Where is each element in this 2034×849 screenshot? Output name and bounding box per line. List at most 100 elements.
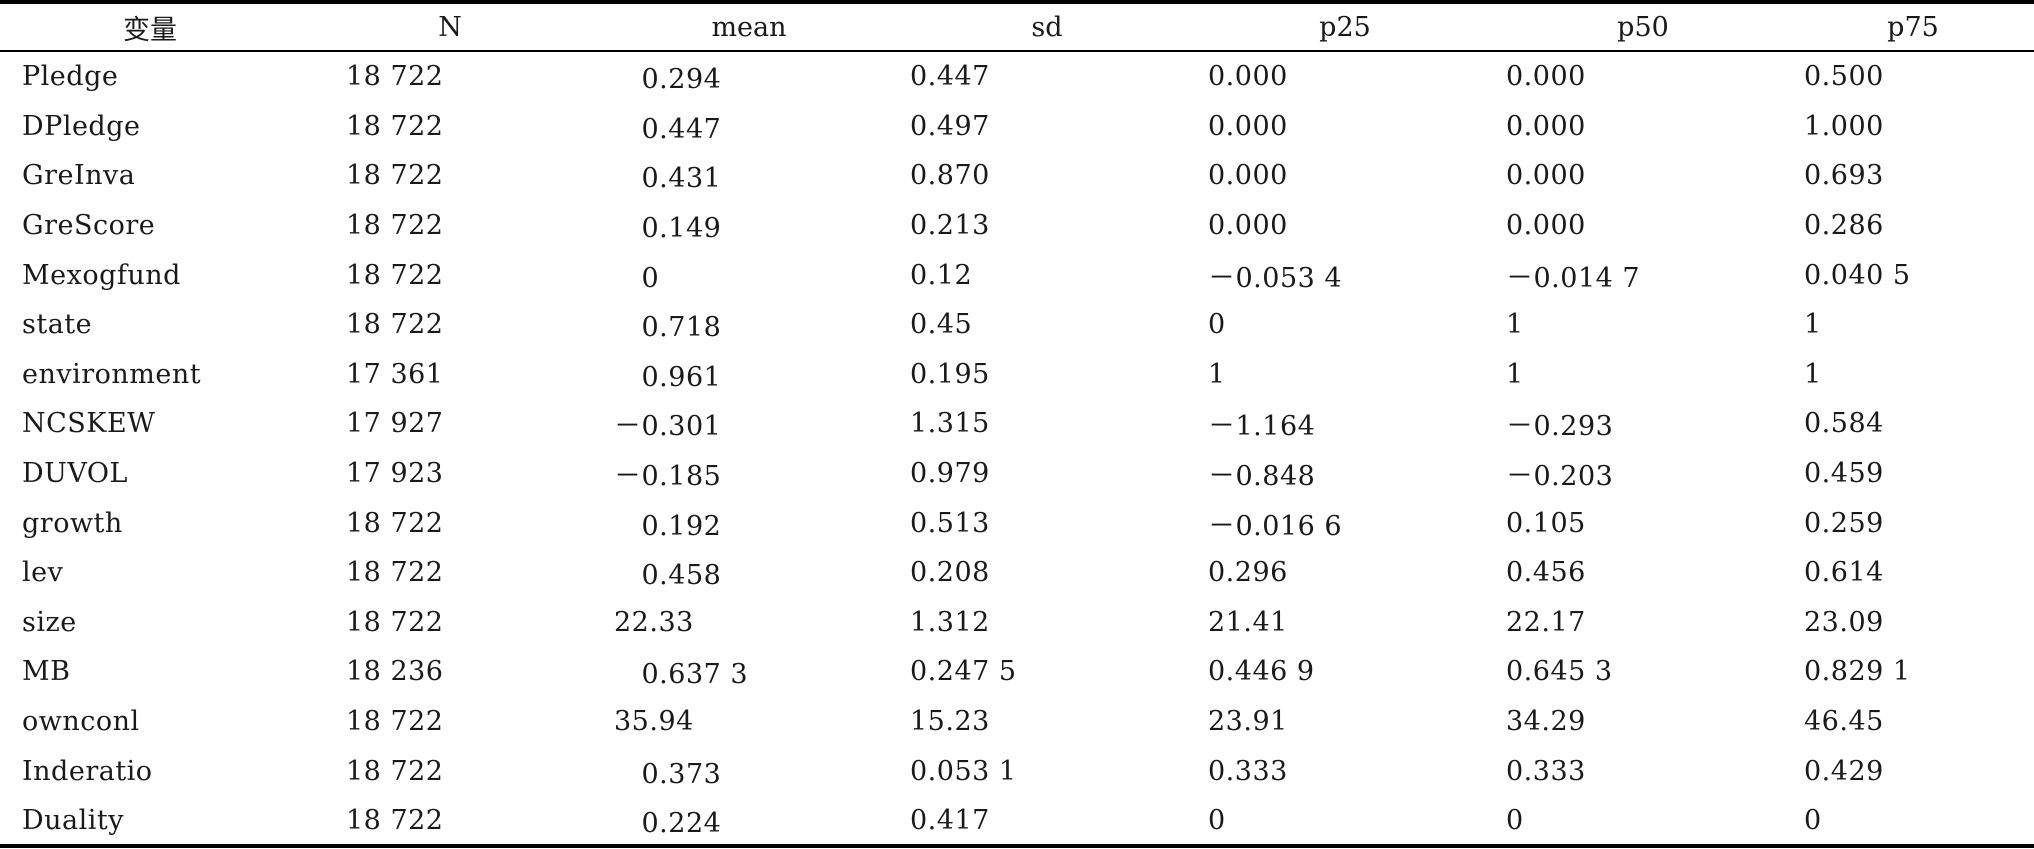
p25-value: －0.848 xyxy=(1208,461,1316,493)
variable-name: growth xyxy=(22,507,123,539)
table-row: Duality 18 722 0.224 0.417 0 0 0 xyxy=(0,796,2034,846)
p25-value: 23.91 xyxy=(1208,706,1288,738)
table-row: GreInva 18 722 0.431 0.870 0.000 0.000 0.693 xyxy=(0,151,2034,201)
p25-value: 0.446 9 xyxy=(1208,656,1315,688)
n-value: 17 923 xyxy=(346,458,444,490)
p25-value: 0.296 xyxy=(1208,557,1288,589)
variable-name: size xyxy=(22,606,77,638)
n-value: 18 722 xyxy=(346,755,444,787)
p75-value: 0.459 xyxy=(1804,458,1884,490)
mean-value: 35.94 xyxy=(614,706,694,738)
sd-value: 0.45 xyxy=(910,309,973,341)
p25-value: 0.000 xyxy=(1208,61,1288,93)
p50-value: 1 xyxy=(1506,358,1524,390)
sd-value: 0.195 xyxy=(910,358,990,390)
p25-value: 0 xyxy=(1208,309,1226,341)
p50-value: 1 xyxy=(1506,309,1524,341)
variable-name: ownconl xyxy=(22,706,140,738)
variable-name: Pledge xyxy=(22,61,119,93)
variable-name: DUVOL xyxy=(22,458,128,490)
p25-value: －0.053 4 xyxy=(1208,262,1343,294)
table-row: ownconl 18 722 35.94 15.23 23.91 34.29 46.45 xyxy=(0,697,2034,747)
header-p75: p75 xyxy=(1887,11,1939,43)
n-value: 18 722 xyxy=(346,309,444,341)
header-variable: 变量 xyxy=(123,14,177,46)
table-row: state 18 722 0.718 0.45 0 1 1 xyxy=(0,300,2034,350)
sd-value: 0.979 xyxy=(910,458,990,490)
p75-value: 0.040 5 xyxy=(1804,259,1911,291)
p50-value: 0.645 3 xyxy=(1506,656,1613,688)
table-row: Pledge 18 722 0.294 0.447 0.000 0.000 0.500 xyxy=(0,50,2034,102)
p75-value: 0.500 xyxy=(1804,61,1884,93)
p25-value: 1 xyxy=(1208,358,1226,390)
mean-value: －0.301 xyxy=(614,411,722,443)
p75-value: 1.000 xyxy=(1804,110,1884,142)
p25-value: 0.000 xyxy=(1208,210,1288,242)
variable-name: GreScore xyxy=(22,210,156,242)
table-row: DPledge 18 722 0.447 0.497 0.000 0.000 1.000 xyxy=(0,102,2034,152)
table-row: NCSKEW 17 927 －0.301 1.315 －1.164 －0.293 0.584 xyxy=(0,399,2034,449)
n-value: 17 361 xyxy=(346,358,444,390)
n-value: 18 722 xyxy=(346,160,444,192)
mean-value: 0.447 xyxy=(614,113,722,145)
table-row: environment 17 361 0.961 0.195 1 1 1 xyxy=(0,350,2034,400)
variable-name: environment xyxy=(22,358,202,390)
mean-value: 0.637 3 xyxy=(614,659,749,691)
n-value: 18 722 xyxy=(346,210,444,242)
variable-name: state xyxy=(22,309,93,341)
sd-value: 0.208 xyxy=(910,557,990,589)
header-mean: mean xyxy=(711,11,787,43)
mean-value: －0.185 xyxy=(614,461,722,493)
variable-name: Mexogfund xyxy=(22,259,181,291)
p50-value: 0.333 xyxy=(1506,755,1586,787)
table-row: MB 18 236 0.637 3 0.247 5 0.446 9 0.645 3 0.8… xyxy=(0,647,2034,697)
table-row: Mexogfund 18 722 0 0.12 －0.053 4 －0.014 7 0.0… xyxy=(0,250,2034,300)
p75-value: 0.693 xyxy=(1804,160,1884,192)
table-row: lev 18 722 0.458 0.208 0.296 0.456 0.614 xyxy=(0,548,2034,598)
table-row: growth 18 722 0.192 0.513 －0.016 6 0.105 0.25… xyxy=(0,498,2034,548)
p50-value: 0.456 xyxy=(1506,557,1586,589)
table-row: Inderatio 18 722 0.373 0.053 1 0.333 0.333 0.… xyxy=(0,746,2034,796)
n-value: 18 722 xyxy=(346,606,444,638)
sd-value: 1.312 xyxy=(910,606,990,638)
p50-value: －0.014 7 xyxy=(1506,262,1641,294)
p50-value: 34.29 xyxy=(1506,706,1586,738)
variable-name: GreInva xyxy=(22,160,136,192)
table-top-rule xyxy=(0,0,2034,4)
variable-name: Duality xyxy=(22,805,125,837)
p75-value: 0.614 xyxy=(1804,557,1884,589)
n-value: 18 722 xyxy=(346,507,444,539)
sd-value: 0.417 xyxy=(910,805,990,837)
mean-value: 0.718 xyxy=(614,312,722,344)
table-row: size 18 722 22.33 1.312 21.41 22.17 23.09 xyxy=(0,598,2034,648)
p75-value: 1 xyxy=(1804,309,1822,341)
mean-value: 0.431 xyxy=(614,163,722,195)
mean-value: 0.961 xyxy=(614,361,722,393)
p75-value: 0.584 xyxy=(1804,408,1884,440)
p50-value: －0.293 xyxy=(1506,411,1614,443)
p25-value: －1.164 xyxy=(1208,411,1316,443)
n-value: 18 722 xyxy=(346,61,444,93)
n-value: 18 722 xyxy=(346,259,444,291)
p25-value: 0.333 xyxy=(1208,755,1288,787)
header-p25: p25 xyxy=(1319,11,1371,43)
p75-value: 0.286 xyxy=(1804,210,1884,242)
table-bottom-rule xyxy=(0,844,2034,848)
n-value: 18 722 xyxy=(346,557,444,589)
table-header-row: 变量 N mean sd p25 p50 p75 xyxy=(0,4,2034,50)
p25-value: 21.41 xyxy=(1208,606,1288,638)
p25-value: 0.000 xyxy=(1208,160,1288,192)
p50-value: 0.105 xyxy=(1506,507,1586,539)
p50-value: 0.000 xyxy=(1506,110,1586,142)
p25-value: －0.016 6 xyxy=(1208,510,1343,542)
p50-value: 0.000 xyxy=(1506,210,1586,242)
n-value: 18 722 xyxy=(346,805,444,837)
variable-name: Inderatio xyxy=(22,755,153,787)
sd-value: 0.247 5 xyxy=(910,656,1017,688)
p25-value: 0.000 xyxy=(1208,110,1288,142)
sd-value: 0.870 xyxy=(910,160,990,192)
variable-name: DPledge xyxy=(22,110,141,142)
p75-value: 1 xyxy=(1804,358,1822,390)
n-value: 18 236 xyxy=(346,656,444,688)
variable-name: NCSKEW xyxy=(22,408,156,440)
